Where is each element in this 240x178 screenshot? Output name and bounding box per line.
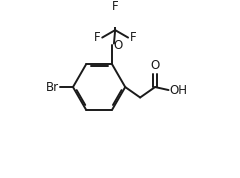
Text: F: F bbox=[112, 0, 119, 13]
Text: O: O bbox=[150, 59, 160, 72]
Text: Br: Br bbox=[46, 81, 59, 94]
Text: O: O bbox=[113, 38, 122, 51]
Text: F: F bbox=[130, 31, 136, 44]
Text: OH: OH bbox=[169, 83, 187, 96]
Text: F: F bbox=[94, 31, 101, 44]
